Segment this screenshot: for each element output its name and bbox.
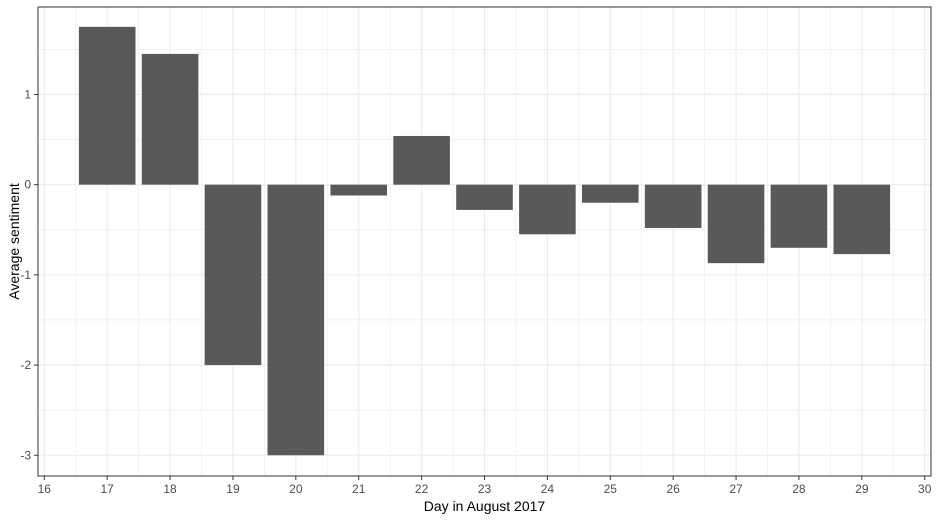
x-tick-label: 24 — [541, 482, 555, 496]
x-tick-label: 25 — [604, 482, 618, 496]
x-tick-label: 30 — [918, 482, 932, 496]
x-tick-label: 17 — [100, 482, 114, 496]
bar-day-23 — [456, 184, 513, 210]
bar-day-22 — [393, 135, 450, 185]
bar-day-28 — [770, 184, 828, 248]
x-tick-label: 21 — [352, 482, 366, 496]
x-axis-title: Day in August 2017 — [424, 498, 546, 514]
x-tick-label: 29 — [855, 482, 869, 496]
bar-day-27 — [707, 184, 765, 264]
bar-day-21 — [330, 184, 388, 196]
bar-day-19 — [204, 184, 262, 366]
x-tick-label: 18 — [163, 482, 177, 496]
y-tick-label: -1 — [20, 268, 31, 282]
bar-day-18 — [141, 53, 199, 185]
bar-day-29 — [833, 184, 891, 255]
y-tick-label: 1 — [24, 87, 31, 101]
x-tick-label: 16 — [38, 482, 52, 496]
y-axis-title: Average sentiment — [6, 183, 22, 300]
bar-day-25 — [581, 184, 639, 203]
bar-day-20 — [267, 184, 325, 456]
x-tick-label: 22 — [415, 482, 429, 496]
x-tick-label: 26 — [666, 482, 680, 496]
x-tick-label: 23 — [478, 482, 492, 496]
y-tick-label: -2 — [20, 358, 31, 372]
bar-day-24 — [519, 184, 576, 235]
x-tick-label: 19 — [226, 482, 240, 496]
axes: 16 17 18 19 20 21 22 23 24 25 26 27 28 29 30 -3 -2 -1 0 1 — [20, 87, 931, 496]
bar-day-26 — [644, 184, 702, 228]
y-tick-label: -3 — [20, 448, 31, 462]
x-tick-label: 28 — [792, 482, 806, 496]
y-tick-label: 0 — [24, 178, 31, 192]
x-tick-label: 27 — [729, 482, 743, 496]
x-tick-label: 20 — [289, 482, 303, 496]
bar-day-17 — [78, 26, 136, 185]
bars — [78, 26, 891, 456]
